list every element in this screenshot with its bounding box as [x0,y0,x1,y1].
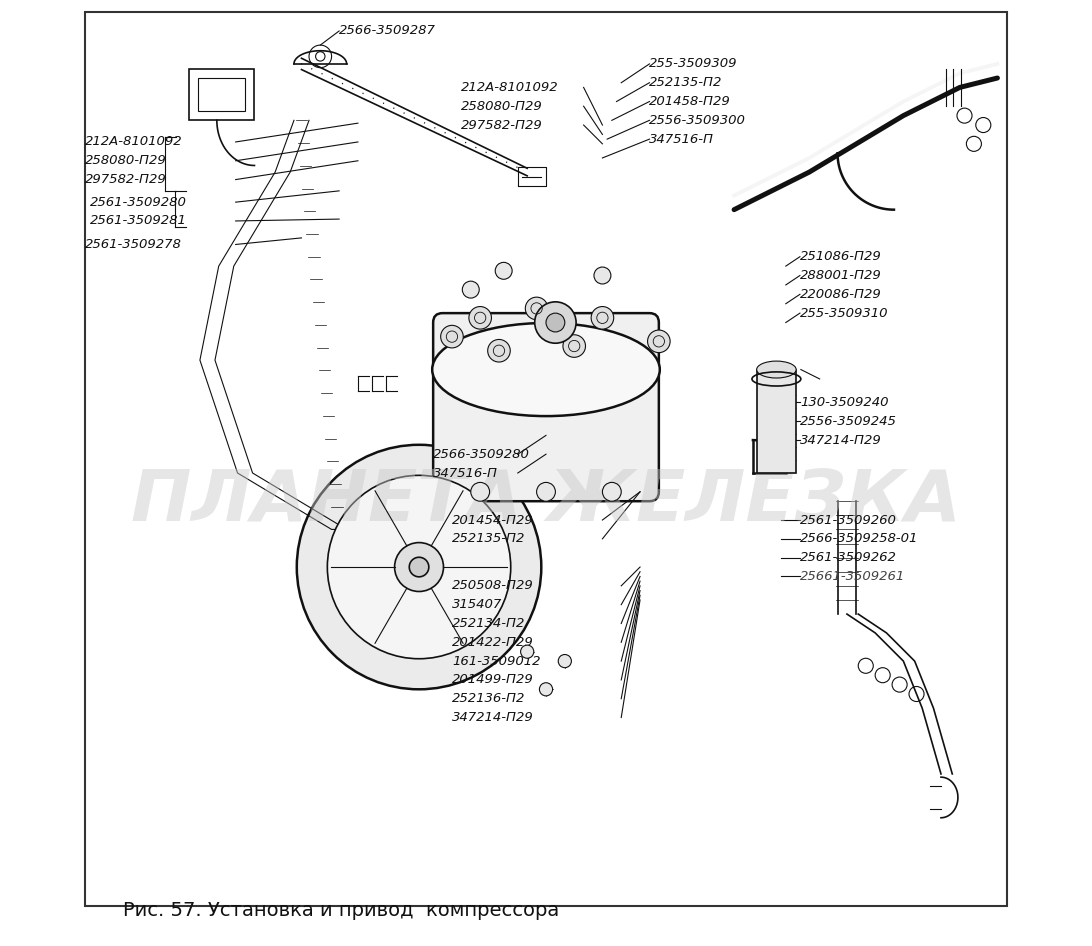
Circle shape [441,325,463,348]
Text: 161-3509012: 161-3509012 [452,655,541,668]
Text: 2561-3509278: 2561-3509278 [85,238,182,251]
Text: 2561-3509281: 2561-3509281 [90,215,187,227]
Text: 212А-8101092: 212А-8101092 [85,135,182,149]
Circle shape [468,307,491,329]
Text: 347516-П: 347516-П [434,466,498,480]
Text: 347214-П29: 347214-П29 [800,433,881,447]
Circle shape [603,482,621,501]
Circle shape [488,340,510,362]
Circle shape [535,302,577,343]
Text: ПЛАНЕТА ЖЕЛЕЗКА: ПЛАНЕТА ЖЕЛЕЗКА [131,466,961,535]
Text: 297582-П29: 297582-П29 [461,118,543,131]
Text: 297582-П29: 297582-П29 [85,173,167,186]
Text: 201458-П29: 201458-П29 [650,95,732,108]
Text: 250508-П29: 250508-П29 [452,579,534,592]
Circle shape [536,482,556,501]
Text: 2561-3509262: 2561-3509262 [800,552,897,564]
Text: 347516-П: 347516-П [650,132,714,146]
Text: 201499-П29: 201499-П29 [452,674,534,687]
Text: 2556-3509300: 2556-3509300 [650,114,746,127]
Text: 201422-П29: 201422-П29 [452,636,534,649]
Text: 2561-3509260: 2561-3509260 [800,514,897,527]
Text: 220086-П29: 220086-П29 [800,288,881,301]
Circle shape [495,262,512,279]
Text: 2566-3509280: 2566-3509280 [434,447,530,461]
Circle shape [471,482,489,501]
Text: 2561-3509280: 2561-3509280 [90,196,187,209]
Text: 130-3509240: 130-3509240 [800,396,889,409]
Text: 2566-3509287: 2566-3509287 [340,25,436,38]
Bar [757,370,796,473]
Circle shape [558,655,571,668]
Text: 2556-3509245: 2556-3509245 [800,414,897,428]
Text: 252135-П2: 252135-П2 [452,533,525,545]
Text: 258080-П29: 258080-П29 [85,154,167,167]
Text: 255-3509310: 255-3509310 [800,307,889,320]
Circle shape [594,267,610,284]
Circle shape [546,313,565,332]
Circle shape [462,281,479,298]
Text: Рис. 57. Установка и привод  компрессора: Рис. 57. Установка и привод компрессора [122,901,559,920]
Circle shape [648,330,670,353]
Text: 25661-3509261: 25661-3509261 [800,569,905,583]
Circle shape [539,683,553,696]
Ellipse shape [757,361,796,378]
Bar [189,69,254,120]
Circle shape [410,557,429,577]
Circle shape [521,645,534,658]
Text: 258080-П29: 258080-П29 [461,99,543,113]
FancyBboxPatch shape [434,313,658,501]
Text: 315407: 315407 [452,598,502,611]
Bar [198,78,245,111]
Text: 252135-П2: 252135-П2 [650,77,723,89]
Text: 288001-П29: 288001-П29 [800,269,881,282]
Text: 255-3509309: 255-3509309 [650,58,738,70]
Text: 252134-П2: 252134-П2 [452,617,525,630]
Circle shape [328,475,511,658]
Text: 347214-П29: 347214-П29 [452,711,534,724]
Text: 212А-8101092: 212А-8101092 [461,81,559,94]
Text: 251086-П29: 251086-П29 [800,250,881,263]
Circle shape [591,307,614,329]
Ellipse shape [432,323,660,416]
Text: 2566-3509258-01: 2566-3509258-01 [800,533,918,545]
Circle shape [525,297,548,320]
Circle shape [563,335,585,358]
Text: 252136-П2: 252136-П2 [452,692,525,705]
Text: 201454-П29: 201454-П29 [452,514,534,527]
Circle shape [394,543,443,591]
Circle shape [297,445,542,690]
